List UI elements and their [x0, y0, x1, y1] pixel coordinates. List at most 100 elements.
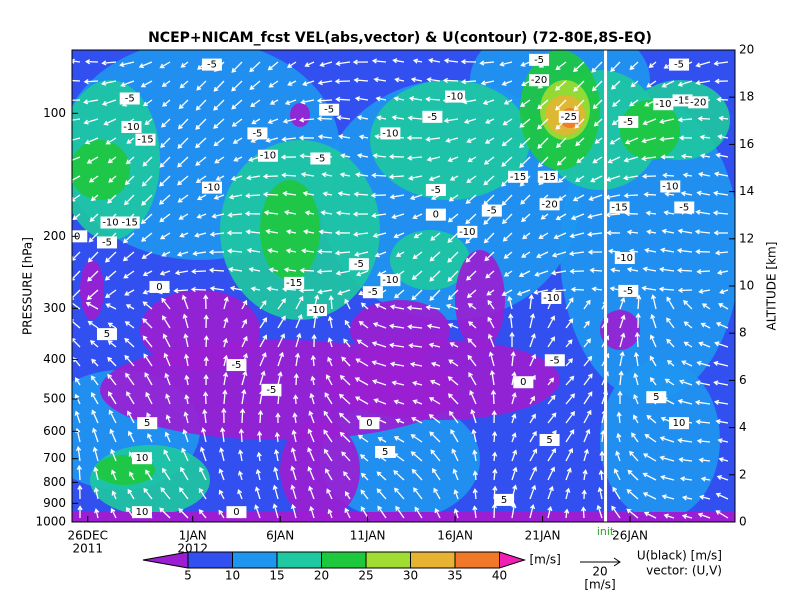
wind-vector — [583, 373, 593, 386]
wind-vector — [411, 270, 423, 280]
wind-vector — [250, 99, 261, 108]
wind-vector — [484, 251, 495, 262]
wind-vector — [259, 352, 267, 367]
wind-vector — [615, 450, 621, 462]
contour-label-box — [131, 506, 152, 519]
wind-vector — [327, 508, 333, 519]
wind-vector — [282, 118, 297, 124]
contour-label-box — [100, 216, 121, 229]
wind-vector — [338, 412, 351, 424]
contour-label: 0 — [366, 418, 372, 429]
wind-vector — [147, 433, 153, 443]
wind-vector — [447, 376, 459, 386]
wind-vector — [666, 317, 675, 329]
wind-vector — [664, 191, 675, 197]
chart-title: NCEP+NICAM_fcst VEL(abs,vector) & U(cont… — [148, 30, 652, 46]
wind-vector — [646, 414, 657, 424]
wind-vector — [676, 248, 693, 254]
wind-vector — [178, 99, 189, 110]
wind-vector — [716, 475, 729, 481]
y-tick-label: 600 — [43, 424, 66, 438]
wind-vector — [483, 232, 495, 244]
wind-vector — [479, 60, 495, 66]
wind-vector — [340, 153, 351, 159]
wind-vector — [587, 249, 603, 255]
wind-vector — [107, 322, 117, 329]
wind-vector — [648, 61, 657, 68]
wind-vector — [467, 337, 477, 348]
wind-vector — [183, 353, 190, 367]
wind-vector — [218, 489, 225, 500]
wind-vector — [395, 418, 405, 424]
wind-vector — [140, 80, 153, 88]
wind-vector — [448, 194, 459, 202]
contour-label-box — [669, 417, 690, 430]
wind-vector — [124, 175, 135, 186]
wind-vector — [124, 289, 135, 296]
wind-vector — [316, 269, 333, 275]
contour-label-box — [319, 103, 340, 116]
wind-vector — [642, 266, 657, 272]
colorbar-segment — [142, 551, 189, 569]
wind-vector — [695, 209, 711, 215]
wind-vector — [470, 408, 477, 424]
wind-vector — [650, 294, 657, 310]
wind-vector — [283, 209, 297, 216]
wind-vector — [125, 156, 135, 165]
wind-vector — [218, 468, 225, 481]
wind-vector — [184, 394, 190, 405]
wind-vector — [122, 251, 135, 262]
wind-vector — [310, 354, 316, 367]
contour-label-box — [609, 201, 630, 214]
shading — [600, 310, 640, 350]
wind-vector — [520, 99, 531, 107]
contour-label: 10 — [673, 418, 686, 429]
wind-vector — [177, 137, 189, 149]
wind-vector — [123, 270, 135, 279]
wind-vector — [428, 58, 441, 64]
wind-vector — [501, 289, 513, 296]
wind-vector — [286, 61, 297, 68]
wind-vector — [373, 398, 387, 405]
wind-vector — [678, 135, 693, 141]
wind-vector — [697, 116, 711, 122]
wind-vector — [195, 118, 207, 130]
wind-vector — [425, 96, 441, 102]
contour-label-box — [135, 133, 156, 146]
wind-vector — [428, 414, 441, 424]
wind-vector — [664, 378, 675, 386]
wind-vector — [141, 251, 153, 259]
wind-vector — [507, 295, 513, 310]
wind-vector — [124, 321, 135, 329]
wind-vector — [572, 61, 585, 73]
wind-vector — [641, 137, 657, 144]
wind-vector — [565, 487, 571, 500]
wind-vector — [292, 412, 298, 424]
wind-vector — [126, 137, 135, 144]
wind-vector — [300, 172, 315, 178]
wind-vector — [103, 118, 117, 126]
wind-vector — [241, 388, 247, 405]
wind-vector — [592, 99, 603, 110]
wind-vector — [425, 136, 441, 142]
wind-vector — [259, 370, 266, 386]
wind-vector — [309, 505, 315, 519]
wind-vector — [93, 487, 99, 500]
wind-vector — [273, 466, 279, 481]
wind-vector — [72, 300, 81, 310]
wind-vector — [159, 232, 171, 240]
contour-label-box — [494, 493, 515, 506]
wind-vector — [466, 137, 477, 143]
wind-vector — [371, 379, 387, 386]
wind-vector — [483, 175, 495, 186]
wind-vector — [223, 354, 229, 367]
wind-vector — [110, 469, 117, 481]
wind-vector — [643, 453, 657, 462]
wind-vector — [144, 372, 153, 386]
wind-vector — [285, 229, 297, 235]
wind-vector — [75, 445, 82, 462]
wind-vector — [91, 392, 99, 405]
wind-vector — [375, 96, 387, 102]
wind-vector — [547, 447, 556, 462]
vector-key-units: [m/s] — [584, 578, 615, 592]
